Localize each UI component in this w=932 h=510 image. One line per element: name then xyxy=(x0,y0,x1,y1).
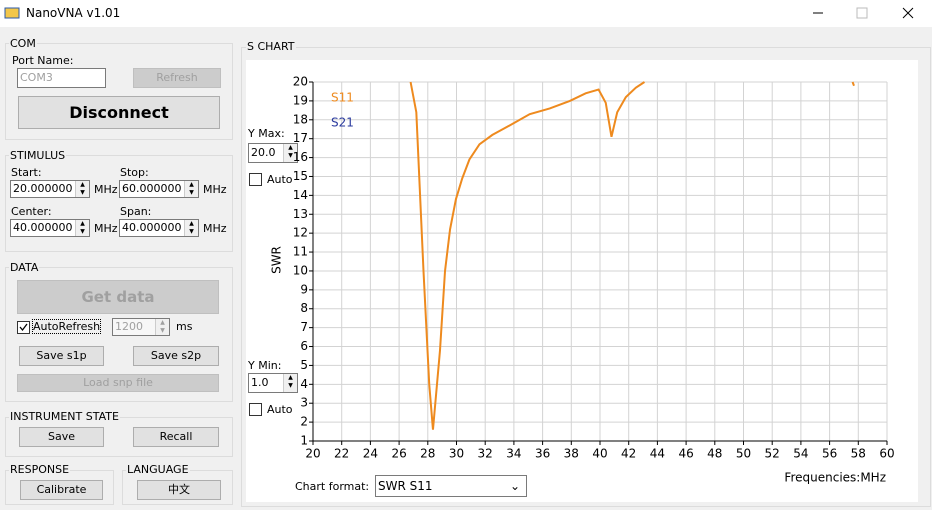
com-group xyxy=(5,43,233,140)
field-input[interactable]: 40.000000 ▲ ▼ xyxy=(10,219,90,237)
chart-panel xyxy=(246,60,918,502)
group-title: STIMULUS xyxy=(9,149,67,162)
label: Auto xyxy=(267,403,293,416)
unit: MHz xyxy=(203,183,227,196)
label: Chart format: xyxy=(295,480,370,493)
app-icon xyxy=(4,7,20,19)
chart-group xyxy=(241,47,931,507)
calibrate-button[interactable]: Calibrate xyxy=(20,480,103,500)
save-s2p-button[interactable]: Save s2p xyxy=(133,346,219,366)
get-data-button[interactable]: Get data xyxy=(17,280,219,314)
value: 20.0 xyxy=(251,146,276,159)
value: 20.000000 xyxy=(13,182,73,195)
label: Span: xyxy=(120,205,152,218)
value: 40.000000 xyxy=(13,221,73,234)
label: Center: xyxy=(11,205,52,218)
unit: MHz xyxy=(203,222,227,235)
stimulus-group xyxy=(5,155,233,252)
group-title: COM xyxy=(9,37,37,50)
field-input[interactable]: 60.000000 ▲ ▼ xyxy=(119,180,199,198)
value: SWR S11 xyxy=(378,479,433,493)
unit: MHz xyxy=(94,222,118,235)
value: 40.000000 xyxy=(122,221,182,234)
group-title: S CHART xyxy=(246,40,296,53)
port-select[interactable]: COM3 xyxy=(17,68,106,88)
label: Auto xyxy=(267,173,293,186)
data-group xyxy=(5,267,233,402)
label: Stop: xyxy=(120,166,149,179)
recall-button[interactable]: Recall xyxy=(133,427,219,447)
group-title: DATA xyxy=(9,261,40,274)
value: COM3 xyxy=(20,71,53,84)
title-bar xyxy=(0,0,932,27)
value: 1200 xyxy=(115,320,143,333)
group-title: LANGUAGE xyxy=(126,463,190,476)
value: 1.0 xyxy=(251,376,269,389)
save-button[interactable]: Save xyxy=(19,427,104,447)
checkbox[interactable] xyxy=(249,403,262,416)
window-title: NanoVNA v1.01 xyxy=(26,6,121,20)
label: Y Min: xyxy=(248,359,282,372)
label: Port Name: xyxy=(12,54,74,67)
load-button[interactable]: Load snp file xyxy=(17,374,219,392)
label: AutoRefresh xyxy=(31,319,102,334)
format-select[interactable]: SWR S11 ⌄ xyxy=(375,475,527,497)
group-title: INSTRUMENT STATE xyxy=(9,410,120,423)
disconnect-button[interactable]: Disconnect xyxy=(18,96,220,129)
unit: MHz xyxy=(94,183,118,196)
save-s1p-button[interactable]: Save s1p xyxy=(19,346,104,366)
checkbox[interactable] xyxy=(249,173,262,186)
window-controls[interactable] xyxy=(800,0,932,27)
dropdown-arrow: ⌄ xyxy=(509,479,520,493)
refresh-button[interactable]: Refresh xyxy=(133,68,221,88)
field-input[interactable]: 40.000000 ▲ ▼ xyxy=(119,219,199,237)
interval-input[interactable]: 1200 ▲ ▼ xyxy=(112,318,170,336)
field-input[interactable]: 20.000000 ▲ ▼ xyxy=(10,180,90,198)
y-min-input[interactable]: 1.0 ▲ ▼ xyxy=(248,373,298,393)
checkbox[interactable] xyxy=(17,321,30,334)
y-max-input[interactable]: 20.0 ▲ ▼ xyxy=(248,143,298,163)
label: ms xyxy=(176,320,193,333)
language-button[interactable]: 中文 xyxy=(137,480,221,500)
label: Y Max: xyxy=(248,127,285,140)
value: 60.000000 xyxy=(122,182,182,195)
group-title: RESPONSE xyxy=(9,463,71,476)
label: Start: xyxy=(11,166,42,179)
